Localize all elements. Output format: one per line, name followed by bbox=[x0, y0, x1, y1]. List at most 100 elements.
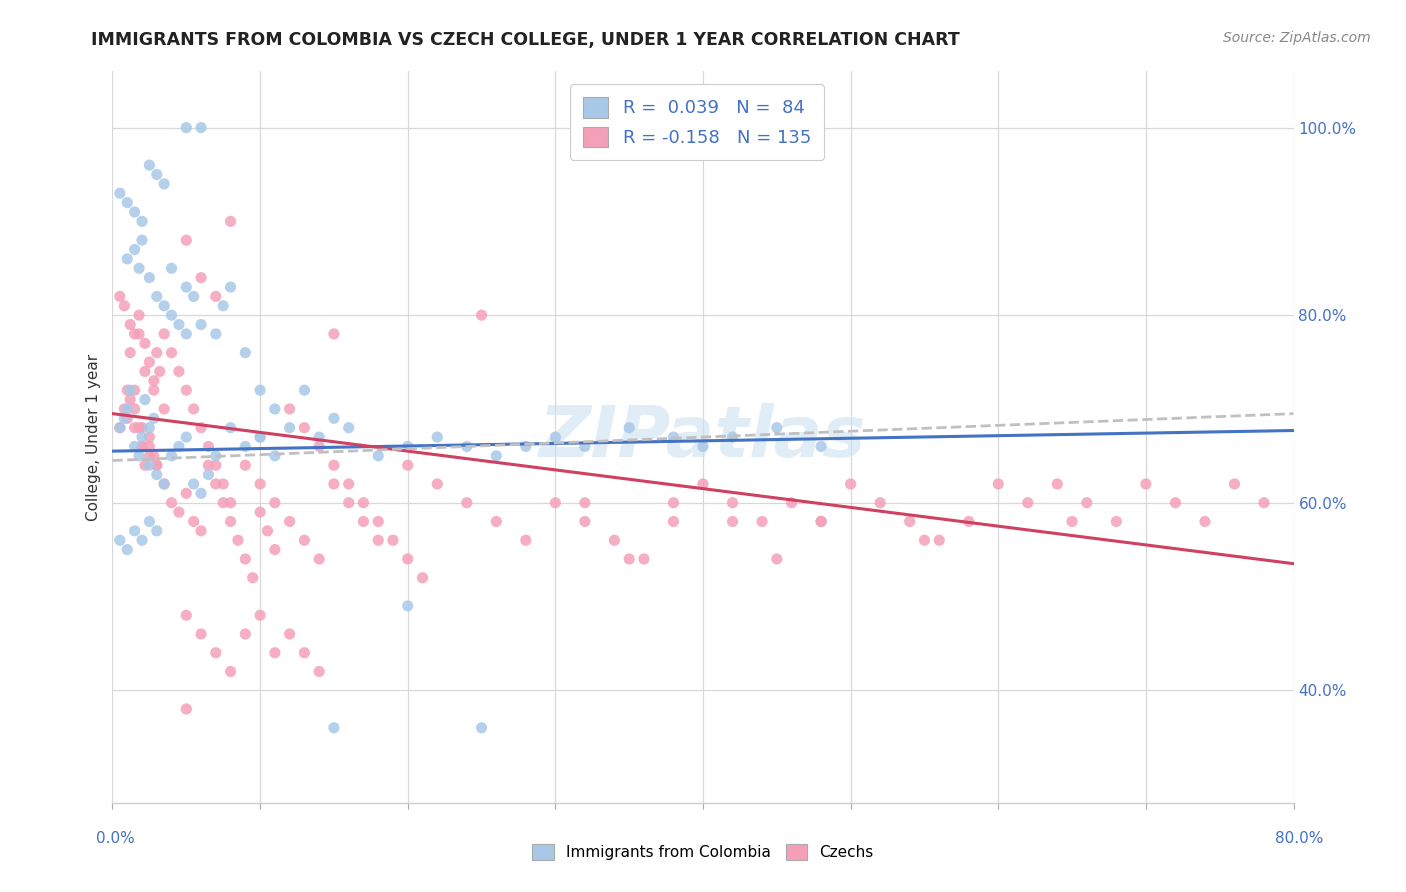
Point bbox=[142, 449, 165, 463]
Point bbox=[382, 533, 405, 548]
Point bbox=[146, 289, 169, 303]
Point bbox=[124, 401, 146, 416]
Point bbox=[219, 496, 242, 510]
Point bbox=[219, 280, 242, 294]
Point bbox=[233, 458, 256, 473]
Point bbox=[146, 168, 169, 182]
Point bbox=[128, 261, 150, 276]
Point bbox=[117, 411, 138, 425]
Point bbox=[249, 383, 271, 397]
Point bbox=[153, 401, 176, 416]
Point bbox=[544, 496, 567, 510]
Point bbox=[470, 308, 494, 322]
Point bbox=[146, 345, 169, 359]
Point bbox=[212, 299, 235, 313]
Point bbox=[485, 449, 508, 463]
Point bbox=[134, 458, 156, 473]
Point bbox=[292, 533, 315, 548]
Text: IMMIGRANTS FROM COLOMBIA VS CZECH COLLEGE, UNDER 1 YEAR CORRELATION CHART: IMMIGRANTS FROM COLOMBIA VS CZECH COLLEG… bbox=[91, 31, 960, 49]
Point bbox=[131, 440, 153, 454]
Point bbox=[249, 477, 271, 491]
Point bbox=[124, 420, 146, 434]
Point bbox=[226, 533, 249, 548]
Point bbox=[242, 571, 264, 585]
Point bbox=[134, 364, 156, 378]
Point bbox=[146, 524, 169, 538]
Y-axis label: College, Under 1 year: College, Under 1 year bbox=[86, 353, 101, 521]
Point bbox=[1223, 477, 1246, 491]
Point bbox=[662, 496, 685, 510]
Point bbox=[153, 299, 176, 313]
Point bbox=[337, 477, 360, 491]
Point bbox=[292, 646, 315, 660]
Point bbox=[766, 552, 789, 566]
Point bbox=[1105, 515, 1128, 529]
Point bbox=[323, 477, 346, 491]
Point bbox=[619, 120, 641, 135]
Point bbox=[205, 646, 228, 660]
Point bbox=[898, 515, 921, 529]
Point bbox=[190, 318, 212, 332]
Point bbox=[456, 440, 478, 454]
Point bbox=[183, 477, 205, 491]
Point bbox=[292, 420, 315, 434]
Point bbox=[426, 477, 449, 491]
Text: Source: ZipAtlas.com: Source: ZipAtlas.com bbox=[1223, 31, 1371, 45]
Point bbox=[174, 486, 197, 500]
Point bbox=[544, 430, 567, 444]
Legend: R =  0.039   N =  84, R = -0.158   N = 135: R = 0.039 N = 84, R = -0.158 N = 135 bbox=[571, 84, 824, 160]
Point bbox=[131, 533, 153, 548]
Point bbox=[233, 345, 256, 359]
Point bbox=[278, 401, 301, 416]
Point bbox=[264, 496, 287, 510]
Point bbox=[810, 440, 832, 454]
Point bbox=[138, 449, 160, 463]
Point bbox=[1253, 496, 1275, 510]
Point bbox=[138, 270, 160, 285]
Point bbox=[124, 326, 146, 341]
Point bbox=[117, 401, 138, 416]
Point bbox=[108, 420, 131, 434]
Point bbox=[692, 440, 714, 454]
Point bbox=[249, 430, 271, 444]
Point bbox=[957, 515, 980, 529]
Point bbox=[869, 496, 891, 510]
Point bbox=[120, 345, 142, 359]
Point bbox=[197, 467, 219, 482]
Point bbox=[138, 430, 160, 444]
Point bbox=[1017, 496, 1039, 510]
Point bbox=[1194, 515, 1216, 529]
Point bbox=[190, 120, 212, 135]
Point bbox=[456, 496, 478, 510]
Point bbox=[160, 345, 183, 359]
Point bbox=[205, 326, 228, 341]
Point bbox=[603, 533, 626, 548]
Point bbox=[766, 420, 789, 434]
Point bbox=[153, 477, 176, 491]
Point bbox=[160, 308, 183, 322]
Point bbox=[167, 364, 190, 378]
Point bbox=[131, 430, 153, 444]
Point bbox=[721, 496, 744, 510]
Point bbox=[721, 430, 744, 444]
Point bbox=[146, 467, 169, 482]
Point bbox=[153, 477, 176, 491]
Point bbox=[308, 552, 330, 566]
Point bbox=[352, 515, 374, 529]
Point bbox=[128, 420, 150, 434]
Point bbox=[633, 552, 655, 566]
Point bbox=[1076, 496, 1098, 510]
Point bbox=[780, 496, 803, 510]
Point bbox=[174, 120, 197, 135]
Point bbox=[197, 440, 219, 454]
Point bbox=[323, 458, 346, 473]
Point bbox=[619, 552, 641, 566]
Point bbox=[160, 261, 183, 276]
Point bbox=[124, 383, 146, 397]
Point bbox=[112, 401, 135, 416]
Point bbox=[308, 665, 330, 679]
Point bbox=[120, 383, 142, 397]
Point bbox=[470, 721, 494, 735]
Point bbox=[1046, 477, 1069, 491]
Point bbox=[264, 401, 287, 416]
